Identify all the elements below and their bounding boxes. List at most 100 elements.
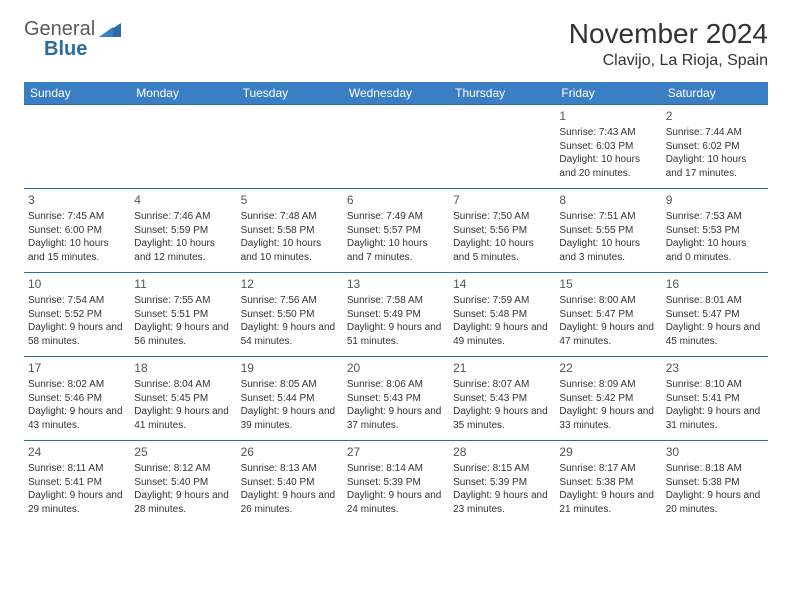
day-number: 1 [559,108,657,124]
sunset-text: Sunset: 5:44 PM [241,392,339,406]
daylight-text: Daylight: 10 hours and 20 minutes. [559,153,657,180]
daylight-text: Daylight: 9 hours and 43 minutes. [28,405,126,432]
day-number: 8 [559,192,657,208]
sunrise-text: Sunrise: 7:58 AM [347,294,445,308]
sunrise-text: Sunrise: 8:14 AM [347,462,445,476]
daylight-text: Daylight: 9 hours and 35 minutes. [453,405,551,432]
calendar-cell: 20Sunrise: 8:06 AMSunset: 5:43 PMDayligh… [343,357,449,441]
weekday-header-row: Sunday Monday Tuesday Wednesday Thursday… [24,82,768,105]
calendar-body: 1Sunrise: 7:43 AMSunset: 6:03 PMDaylight… [24,105,768,525]
calendar-cell: 22Sunrise: 8:09 AMSunset: 5:42 PMDayligh… [555,357,661,441]
calendar-cell [130,105,236,189]
weekday-header: Friday [555,82,661,105]
sunrise-text: Sunrise: 8:10 AM [666,378,764,392]
sunset-text: Sunset: 5:38 PM [559,476,657,490]
daylight-text: Daylight: 10 hours and 0 minutes. [666,237,764,264]
calendar-cell [237,105,343,189]
day-number: 10 [28,276,126,292]
location: Clavijo, La Rioja, Spain [24,52,768,70]
calendar-cell: 19 Sunrise: 8:05 AMSunset: 5:44 PMDayligh… [237,357,343,441]
sunset-text: Sunset: 5:51 PM [134,308,232,322]
daylight-text: Daylight: 10 hours and 7 minutes. [347,237,445,264]
weekday-header: Wednesday [343,82,449,105]
daylight-text: Daylight: 9 hours and 29 minutes. [28,489,126,516]
daylight-text: Daylight: 9 hours and 28 minutes. [134,489,232,516]
calendar-cell: 16Sunrise: 8:01 AMSunset: 5:47 PMDayligh… [662,273,768,357]
daylight-text: Daylight: 10 hours and 5 minutes. [453,237,551,264]
day-number: 23 [666,360,764,376]
sunset-text: Sunset: 5:58 PM [241,224,339,238]
calendar-cell [449,105,555,189]
calendar-cell: 25Sunrise: 8:12 AMSunset: 5:40 PMDayligh… [130,441,236,525]
sunrise-text: Sunrise: 8:13 AM [241,462,339,476]
sunrise-text: Sunrise: 8:06 AM [347,378,445,392]
daylight-text: Daylight: 9 hours and 49 minutes. [453,321,551,348]
daylight-text: Daylight: 10 hours and 15 minutes. [28,237,126,264]
calendar-cell: 21Sunrise: 8:07 AMSunset: 5:43 PMDayligh… [449,357,555,441]
day-number: 4 [134,192,232,208]
daylight-text: Daylight: 9 hours and 47 minutes. [559,321,657,348]
sunrise-text: Sunrise: 7:54 AM [28,294,126,308]
sunrise-text: Sunrise: 7:53 AM [666,210,764,224]
weekday-header: Saturday [662,82,768,105]
daylight-text: Daylight: 10 hours and 12 minutes. [134,237,232,264]
calendar-cell: 8Sunrise: 7:51 AMSunset: 5:55 PMDaylight… [555,189,661,273]
sunset-text: Sunset: 5:46 PM [28,392,126,406]
sunrise-text: Sunrise: 8:18 AM [666,462,764,476]
daylight-text: Daylight: 9 hours and 20 minutes. [666,489,764,516]
sunrise-text: Sunrise: 8:07 AM [453,378,551,392]
sunrise-text: Sunrise: 8:04 AM [134,378,232,392]
daylight-text: Daylight: 9 hours and 54 minutes. [241,321,339,348]
month-title: November 2024 [24,18,768,50]
sunset-text: Sunset: 5:41 PM [28,476,126,490]
sunset-text: Sunset: 6:03 PM [559,140,657,154]
daylight-text: Daylight: 9 hours and 41 minutes. [134,405,232,432]
daylight-text: Daylight: 9 hours and 39 minutes. [241,405,339,432]
day-number: 7 [453,192,551,208]
sunrise-text: Sunrise: 8:01 AM [666,294,764,308]
daylight-text: Daylight: 10 hours and 10 minutes. [241,237,339,264]
day-number: 26 [241,444,339,460]
daylight-text: Daylight: 10 hours and 17 minutes. [666,153,764,180]
sunrise-text: Sunrise: 7:43 AM [559,126,657,140]
sunrise-text: Sunrise: 8:11 AM [28,462,126,476]
calendar-cell: 14Sunrise: 7:59 AMSunset: 5:48 PMDayligh… [449,273,555,357]
sunset-text: Sunset: 5:55 PM [559,224,657,238]
sunset-text: Sunset: 5:49 PM [347,308,445,322]
sunset-text: Sunset: 5:38 PM [666,476,764,490]
day-number: 22 [559,360,657,376]
day-number: 15 [559,276,657,292]
sunset-text: Sunset: 5:56 PM [453,224,551,238]
calendar-cell [24,105,130,189]
sunset-text: Sunset: 5:41 PM [666,392,764,406]
day-number: 6 [347,192,445,208]
sunset-text: Sunset: 5:39 PM [453,476,551,490]
calendar-cell: 9Sunrise: 7:53 AMSunset: 5:53 PMDaylight… [662,189,768,273]
calendar-cell: 28Sunrise: 8:15 AMSunset: 5:39 PMDayligh… [449,441,555,525]
weekday-header: Monday [130,82,236,105]
sunset-text: Sunset: 5:40 PM [241,476,339,490]
day-number: 30 [666,444,764,460]
day-number: 3 [28,192,126,208]
sunrise-text: Sunrise: 7:51 AM [559,210,657,224]
calendar-cell: 13Sunrise: 7:58 AMSunset: 5:49 PMDayligh… [343,273,449,357]
calendar-cell [343,105,449,189]
sunset-text: Sunset: 5:43 PM [453,392,551,406]
sunrise-text: Sunrise: 8:00 AM [559,294,657,308]
sunrise-text: Sunrise: 8:05 AM [241,378,339,392]
calendar-row: 3Sunrise: 7:45 AMSunset: 6:00 PMDaylight… [24,189,768,273]
sunset-text: Sunset: 5:57 PM [347,224,445,238]
sunrise-text: Sunrise: 8:17 AM [559,462,657,476]
calendar-cell: 24Sunrise: 8:11 AMSunset: 5:41 PMDayligh… [24,441,130,525]
sunset-text: Sunset: 5:52 PM [28,308,126,322]
weekday-header: Tuesday [237,82,343,105]
day-number: 17 [28,360,126,376]
day-number: 19 [241,360,339,376]
calendar-cell: 27Sunrise: 8:14 AMSunset: 5:39 PMDayligh… [343,441,449,525]
daylight-text: Daylight: 9 hours and 51 minutes. [347,321,445,348]
calendar-cell: 23Sunrise: 8:10 AMSunset: 5:41 PMDayligh… [662,357,768,441]
day-number: 28 [453,444,551,460]
calendar-cell: 3Sunrise: 7:45 AMSunset: 6:00 PMDaylight… [24,189,130,273]
calendar-cell: 7Sunrise: 7:50 AMSunset: 5:56 PMDaylight… [449,189,555,273]
weekday-header: Sunday [24,82,130,105]
